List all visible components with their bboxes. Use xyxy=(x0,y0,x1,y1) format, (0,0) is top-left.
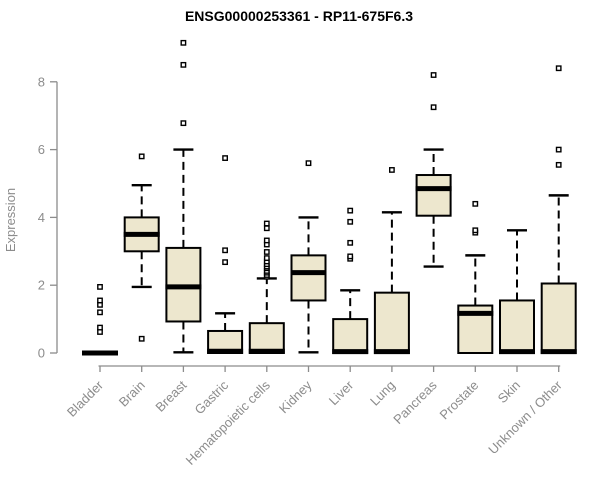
outlier-point xyxy=(263,220,270,227)
x-tick-label: Bladder xyxy=(64,377,107,420)
outlier-point xyxy=(180,61,187,68)
outlier-point xyxy=(347,253,354,260)
y-tick-label: 2 xyxy=(38,278,45,293)
iqr-box xyxy=(415,174,452,217)
outlier-point xyxy=(555,65,562,72)
x-tick-label: Skin xyxy=(495,378,523,406)
iqr-box xyxy=(540,282,577,355)
boxplot-prostate xyxy=(457,200,494,355)
outlier-point xyxy=(472,227,479,234)
iqr-box xyxy=(248,322,285,354)
boxplot-gastric xyxy=(207,155,244,354)
y-tick-label: 0 xyxy=(38,346,45,361)
outlier-point xyxy=(222,155,228,161)
iqr-box xyxy=(290,254,327,302)
outlier-point xyxy=(97,297,103,304)
y-tick-label: 4 xyxy=(38,210,45,225)
chart-title: ENSG00000253361 - RP11-675F6.3 xyxy=(185,8,413,24)
outlier-point xyxy=(263,237,270,244)
outlier-point xyxy=(97,283,103,290)
outlier-point xyxy=(430,104,437,111)
x-tick-label: Brain xyxy=(116,378,148,410)
outlier-point xyxy=(472,200,479,207)
outlier-point xyxy=(180,120,187,127)
outlier-point xyxy=(555,146,562,153)
outlier-point xyxy=(263,255,270,261)
y-tick-label: 8 xyxy=(38,74,45,89)
x-tick-label: Pancreas xyxy=(390,377,440,427)
x-tick-label: Lung xyxy=(367,378,398,409)
outlier-point xyxy=(138,335,145,342)
x-tick-label: Kidney xyxy=(276,377,315,416)
y-tick-label: 6 xyxy=(38,142,45,157)
x-tick-label: Unknown / Other xyxy=(485,377,565,457)
boxplot-brain xyxy=(123,153,160,342)
x-tick-label: Gastric xyxy=(192,377,232,417)
boxplot-skin xyxy=(499,229,535,355)
iqr-box xyxy=(332,318,369,355)
boxplot-bladder xyxy=(82,283,118,356)
boxplot-unknown-other xyxy=(540,65,577,355)
outlier-point xyxy=(389,167,395,173)
x-tick-label: Breast xyxy=(152,377,189,414)
outlier-point xyxy=(347,207,354,214)
boxplot-pancreas xyxy=(415,72,452,268)
outlier-point xyxy=(180,39,187,46)
outlier-point xyxy=(263,249,270,255)
outlier-point xyxy=(305,160,312,167)
y-axis-label: Expression xyxy=(3,188,18,252)
outlier-point xyxy=(347,239,354,246)
outlier-point xyxy=(138,153,145,160)
boxplot-kidney xyxy=(290,160,327,354)
boxplot-liver xyxy=(332,207,369,355)
outlier-point xyxy=(347,218,354,225)
outlier-point xyxy=(97,309,103,316)
outlier-point xyxy=(97,324,103,331)
outlier-point xyxy=(430,72,437,78)
boxplot-hematopoietic-cells xyxy=(248,220,285,354)
iqr-box xyxy=(499,299,535,354)
outlier-point xyxy=(263,225,270,232)
boxplot-lung xyxy=(373,167,410,355)
outlier-point xyxy=(222,247,228,254)
x-tick-label: Liver xyxy=(326,377,357,408)
outlier-point xyxy=(555,161,562,168)
boxplot-breast xyxy=(165,39,202,354)
outlier-point xyxy=(222,259,228,266)
iqr-box xyxy=(373,291,410,354)
x-tick-label: Prostate xyxy=(437,378,482,423)
